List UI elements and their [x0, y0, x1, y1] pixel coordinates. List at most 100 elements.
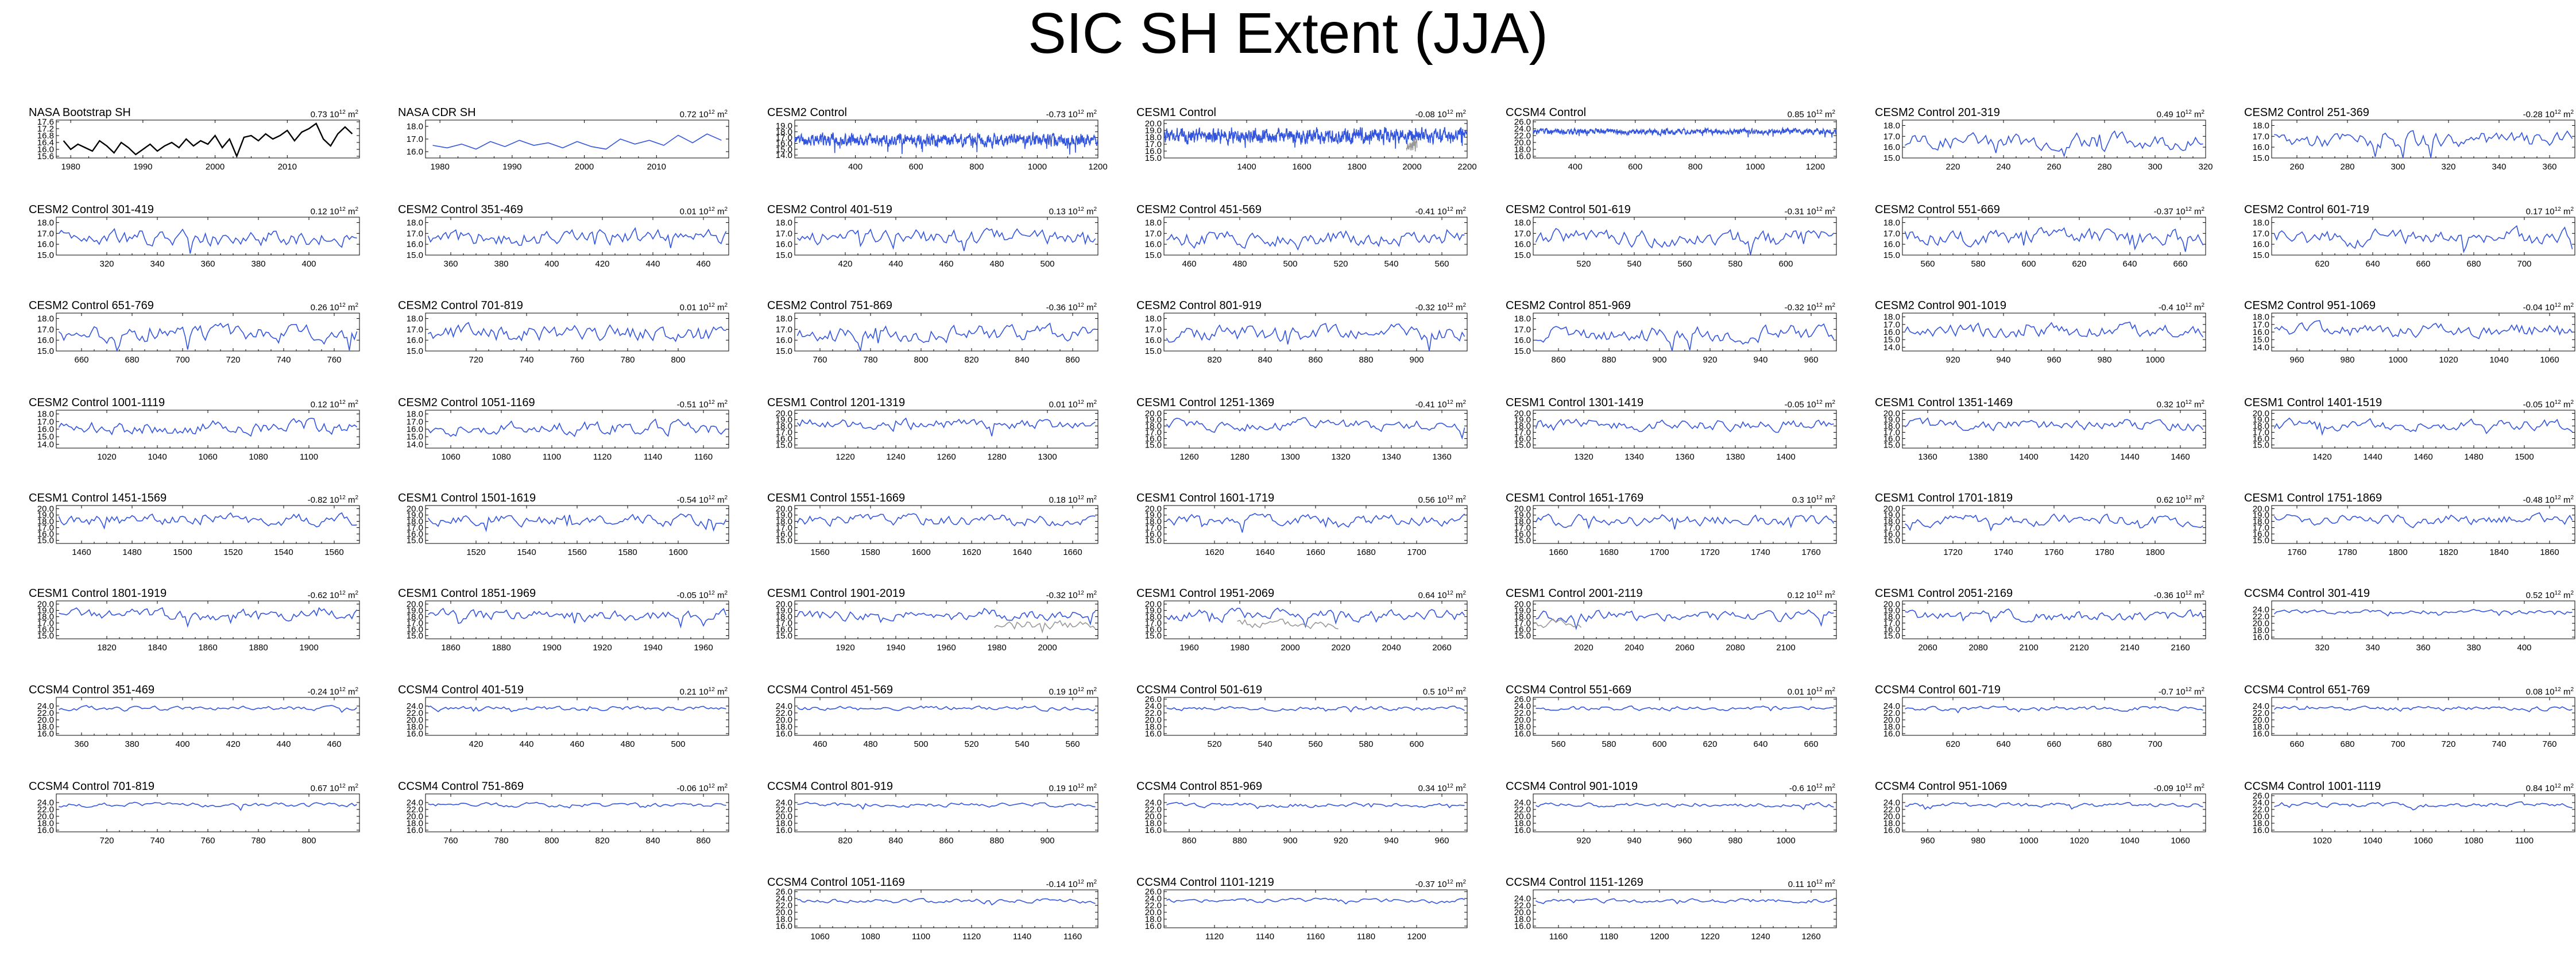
- plot-frame: [2271, 600, 2575, 639]
- x-tick-label: 260: [2289, 162, 2304, 172]
- trend-unit: 10: [698, 784, 709, 793]
- trend-suffix-exponent: 2: [1093, 302, 1097, 308]
- plot-frame: [56, 793, 360, 832]
- trend-suffix-exponent: 2: [355, 687, 358, 693]
- x-tick-label: 760: [813, 355, 827, 365]
- panel-trend-label: 0.12 1012 m2: [1788, 588, 1835, 601]
- x-tick-label: 920: [1945, 355, 1960, 365]
- x-tick-label: 320: [2198, 162, 2213, 172]
- y-tick-label: 16.0: [776, 530, 792, 539]
- x-tick-label: 700: [175, 355, 189, 365]
- trend-value: -0.05: [1784, 400, 1804, 410]
- trend-suffix-exponent: 2: [1463, 399, 1466, 406]
- trend-suffix-exponent: 2: [2570, 206, 2574, 213]
- y-tick-label: 18.0: [1514, 517, 1531, 527]
- x-tick-label: 1220: [836, 452, 854, 462]
- trend-value: -0.05: [676, 591, 697, 600]
- trend-suffix: m: [1455, 303, 1463, 313]
- chart-panel: CESM2 Control 201-319 0.49 1012 m2 18.0 17.…: [1875, 106, 2213, 182]
- x-tick-label: 2040: [1624, 643, 1643, 653]
- x-tick-label: 1040: [148, 452, 167, 462]
- panel-plot: 20.019.018.017.016.015.0 2020 2040 2060 2080…: [1514, 600, 1837, 653]
- trend-suffix-exponent: 2: [1463, 495, 1466, 501]
- x-tick-label: 700: [2517, 259, 2531, 269]
- trend-suffix: m: [1086, 303, 1094, 313]
- trend-suffix: m: [2194, 784, 2202, 793]
- series-line: [428, 322, 726, 342]
- panel-plot: 26.024.022.020.018.016.0 560 580 600 620 640 6…: [1514, 695, 1837, 749]
- x-tick-label: 1060: [441, 452, 460, 462]
- x-tick-label: 1420: [2312, 452, 2331, 462]
- x-tick-label: 900: [1409, 355, 1424, 365]
- trend-suffix-exponent: 2: [1093, 206, 1097, 213]
- panel-plot: 20.019.018.017.016.015.0 1400 1600 1800 2000…: [1145, 119, 1477, 172]
- trend-suffix-exponent: 2: [2570, 590, 2574, 596]
- trend-suffix-exponent: 2: [1832, 783, 1835, 789]
- trend-value: 0.18: [1049, 495, 1066, 505]
- x-tick-label: 1000: [1746, 162, 1765, 172]
- trend-value: 0.17: [2525, 207, 2543, 217]
- chart-panel: NASA CDR SH 0.72 1012 m2 18.0 17.0 16.0 1980 1…: [398, 106, 730, 182]
- x-tick-label: 1720: [1700, 547, 1719, 557]
- x-tick-label: 1040: [2120, 836, 2139, 846]
- plot-frame: [56, 600, 360, 639]
- x-tick-label: 740: [276, 355, 291, 365]
- y-tick-label: 17.0: [1883, 428, 1900, 438]
- y-tick-label: 18.0: [1145, 218, 1162, 227]
- x-tick-label: 1980: [430, 162, 449, 172]
- trend-suffix-exponent: 2: [2201, 590, 2204, 596]
- trend-suffix-exponent: 2: [1832, 109, 1835, 115]
- trend-value: -0.41: [1415, 400, 1435, 410]
- trend-unit: 10: [2175, 591, 2186, 600]
- trend-unit: 10: [1806, 400, 1816, 410]
- panel-title: CCSM4 Control 501-619: [1136, 684, 1262, 696]
- trend-suffix-exponent: 2: [1832, 495, 1835, 501]
- y-tick-label: 20.0: [1883, 812, 1900, 822]
- y-tick-label: 19.0: [407, 511, 423, 520]
- trend-exponent: 12: [2554, 206, 2561, 213]
- x-tick-label: 940: [1627, 836, 1641, 846]
- chart-panel: CCSM4 Control 701-819 0.67 1012 m2 24.0 22.…: [29, 780, 361, 856]
- trend-suffix-exponent: 2: [355, 206, 358, 213]
- x-tick-label: 620: [1703, 739, 1717, 749]
- x-tick-label: 820: [964, 355, 978, 365]
- y-tick-label: 22.0: [1883, 708, 1900, 718]
- chart-panel: CESM1 Control 1801-1919 -0.62 1012 m2 20.0…: [29, 587, 361, 663]
- x-tick-label: 1480: [122, 547, 141, 557]
- panel-title: CCSM4 Control 651-769: [2244, 684, 2370, 696]
- y-tick-label: 16.0: [37, 530, 54, 539]
- y-tick-label: 17.0: [1883, 229, 1900, 238]
- trend-value: 0.3: [1792, 495, 1804, 505]
- trend-unit: 10: [2544, 207, 2555, 217]
- y-tick-label: 18.0: [2253, 422, 2269, 431]
- x-tick-label: 1000: [2145, 355, 2164, 365]
- y-tick-label: 20.0: [1145, 409, 1162, 419]
- y-tick-label: 16.0: [37, 425, 54, 434]
- y-tick-label: 24.0: [1145, 701, 1162, 711]
- panel-plot: 24.022.020.018.016.0 320 340 360 380 400: [2253, 600, 2575, 653]
- chart-panel: CESM1 Control 1751-1869 -0.48 1012 m2 20.0…: [2244, 492, 2576, 568]
- y-tick-label: 16.0: [2253, 729, 2269, 739]
- y-tick-label: 20.0: [1883, 600, 1900, 610]
- trend-suffix-exponent: 2: [2201, 495, 2204, 501]
- y-tick-label: 16.0: [407, 625, 423, 635]
- chart-panel: CESM2 Control 751-869 -0.36 1012 m2 18.0 17…: [767, 299, 1099, 375]
- panel-trend-label: -0.31 1012 m2: [1785, 205, 1835, 217]
- y-tick-label: 20.0: [1514, 812, 1531, 822]
- chart-panel: CESM1 Control 1251-1369 -0.41 1012 m2 20.0…: [1136, 396, 1468, 472]
- x-tick-label: 860: [1065, 355, 1080, 365]
- y-tick-label: 20.0: [776, 409, 792, 419]
- trend-suffix-exponent: 2: [355, 590, 358, 596]
- panel-title: CESM1 Control 2051-2169: [1875, 587, 2013, 600]
- panel-title: CESM1 Control: [1136, 106, 1216, 119]
- y-tick-label: 16.0: [1514, 729, 1531, 739]
- x-tick-label: 740: [2492, 739, 2506, 749]
- y-tick-label: 17.0: [407, 619, 423, 628]
- x-tick-label: 1580: [618, 547, 637, 557]
- panel-title: CESM1 Control 1301-1419: [1506, 396, 1644, 409]
- plot-frame: [1533, 697, 1837, 736]
- trend-suffix: m: [1824, 303, 1832, 313]
- x-tick-label: 660: [74, 355, 88, 365]
- y-tick-label: 15.0: [37, 346, 54, 356]
- chart-panel: CESM1 Control 2051-2169 -0.36 1012 m2 20.0…: [1875, 587, 2207, 663]
